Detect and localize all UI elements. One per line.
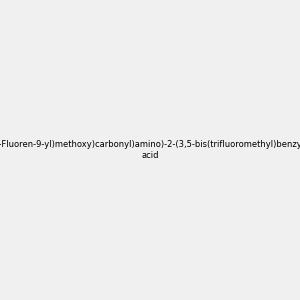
Text: (R)-3-((((9H-Fluoren-9-yl)methoxy)carbonyl)amino)-2-(3,5-bis(trifluoromethyl)ben: (R)-3-((((9H-Fluoren-9-yl)methoxy)carbon… xyxy=(0,140,300,160)
